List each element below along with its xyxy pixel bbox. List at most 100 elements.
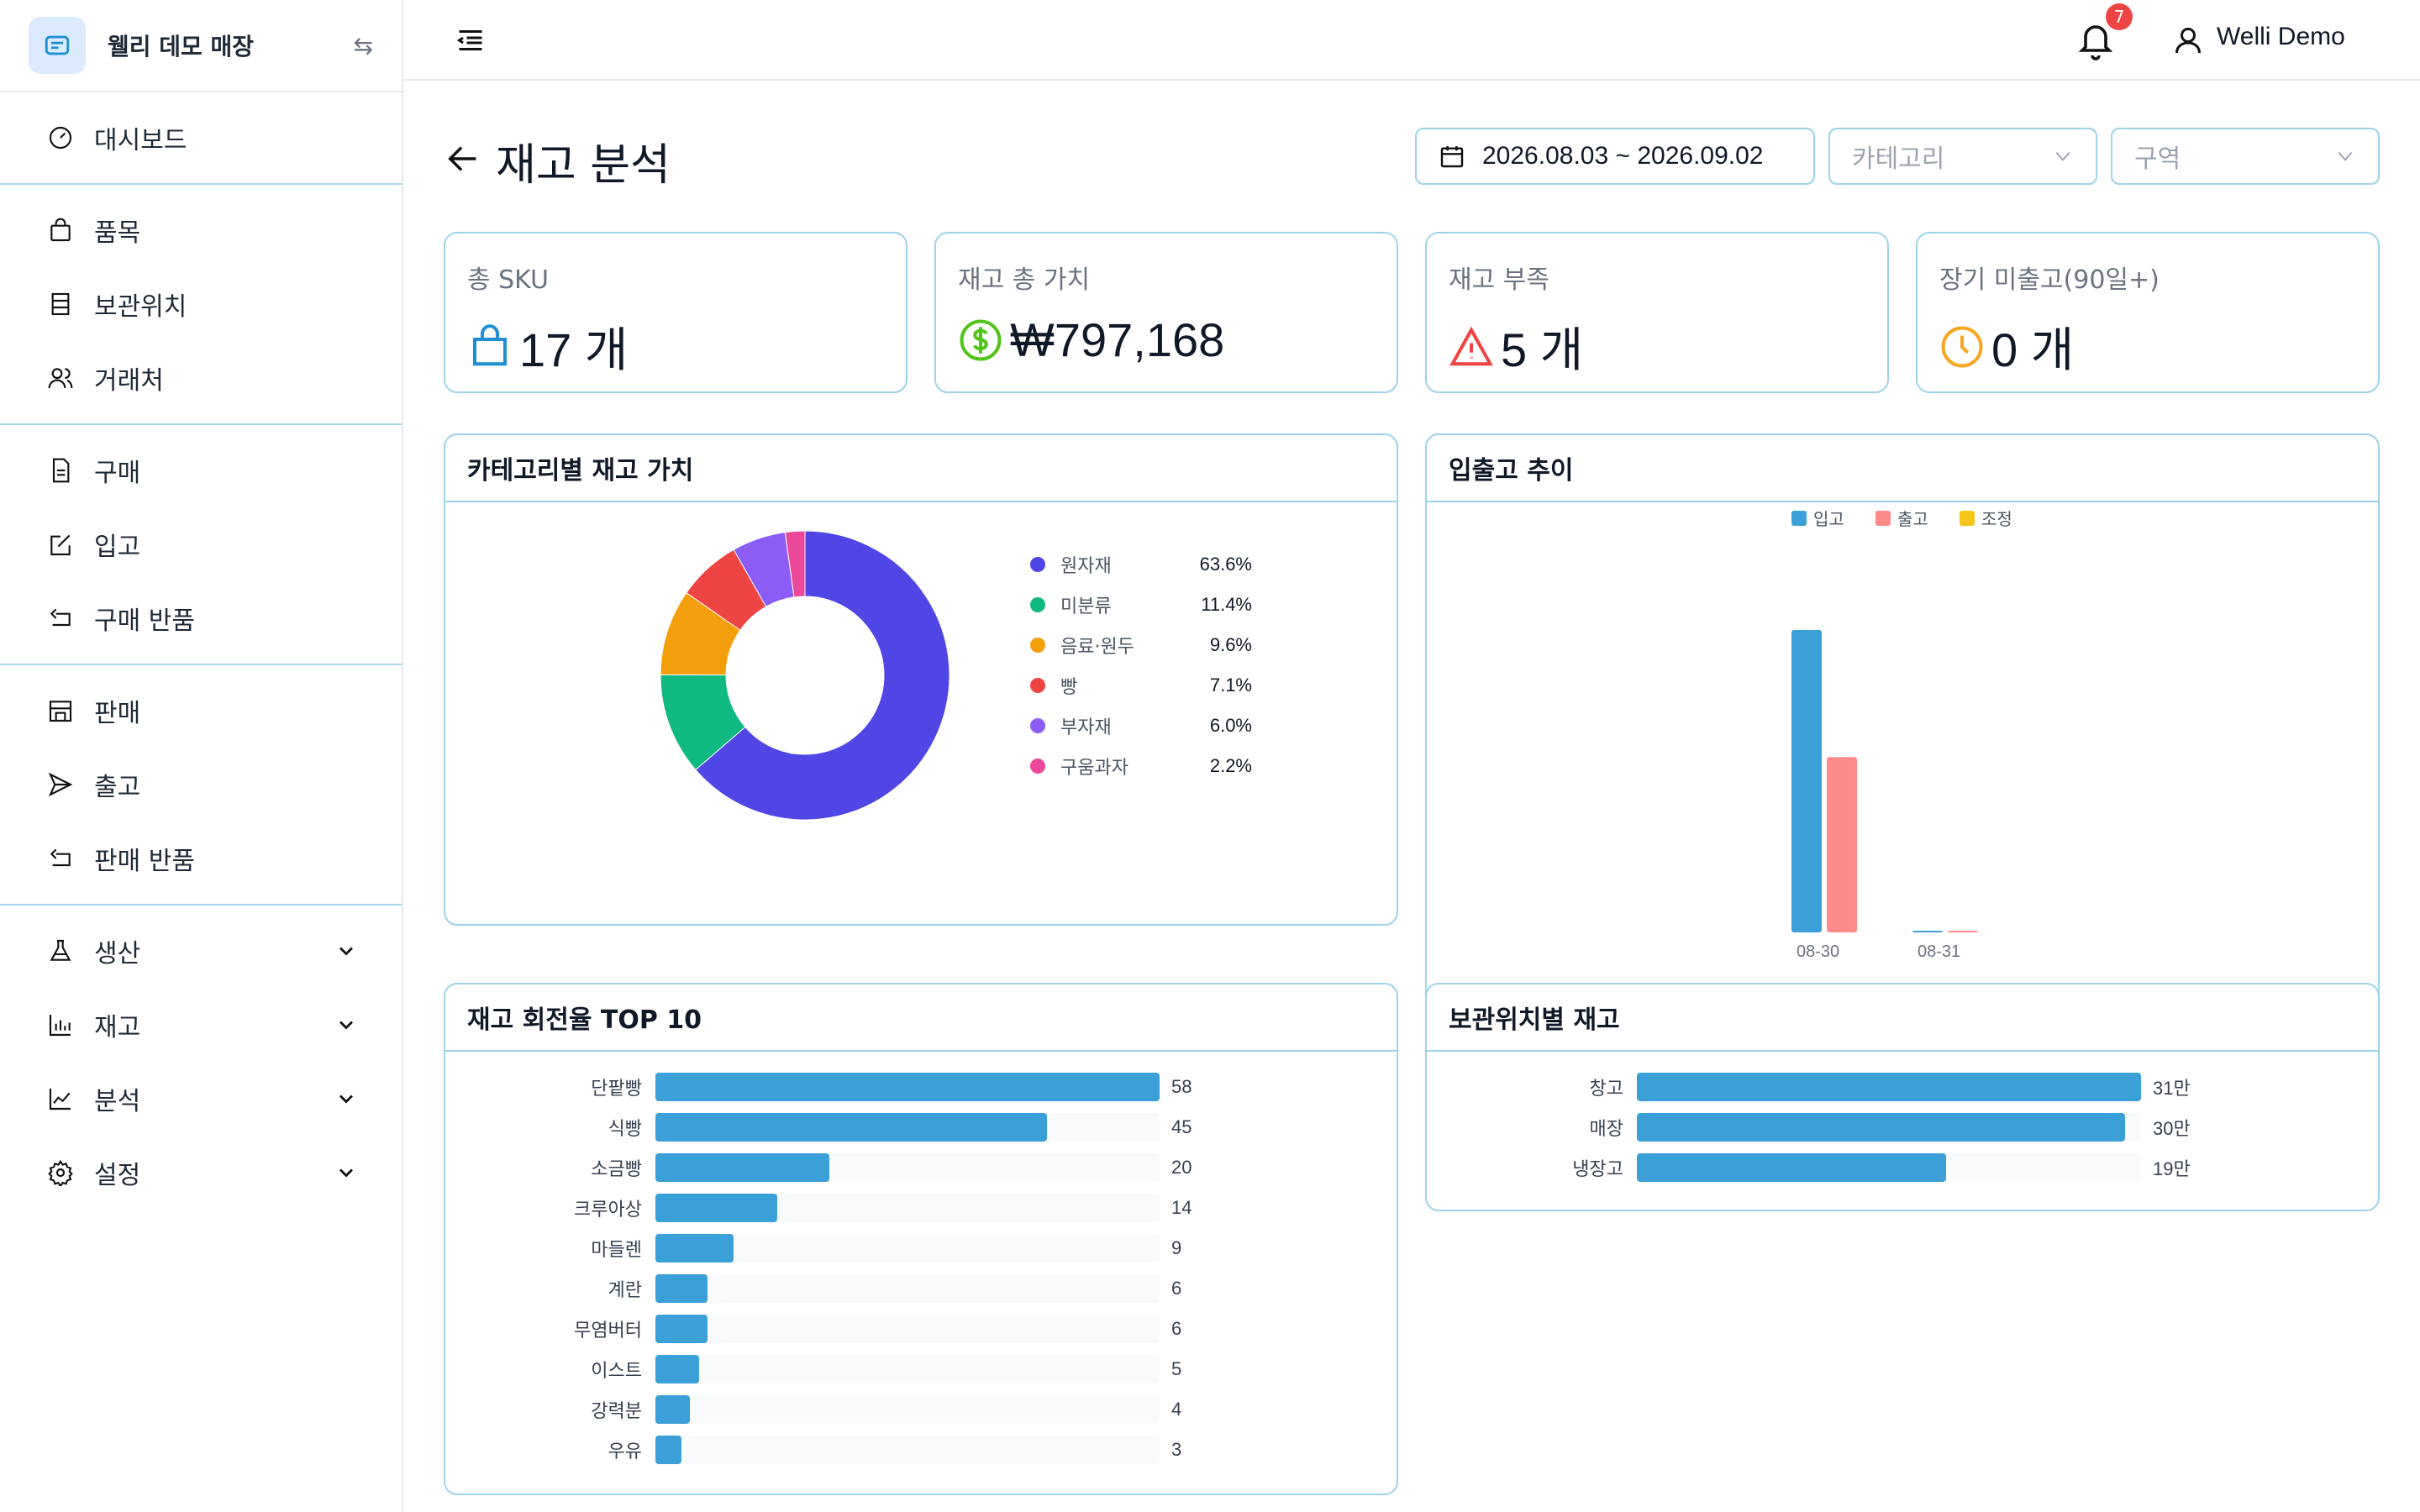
bar-row[interactable]: 소금빵 20 bbox=[445, 1152, 1192, 1183]
trend-bar[interactable] bbox=[1912, 931, 1943, 932]
legend-item[interactable]: 원자재 63.6% bbox=[1030, 551, 1252, 578]
location-stock-panel: 보관위치별 재고 창고 31만 매장 30만 냉장고 19만 bbox=[1425, 983, 2380, 1211]
trend-bar[interactable] bbox=[1827, 757, 1857, 932]
nav-partners[interactable]: 거래처 bbox=[0, 341, 402, 415]
nav-dashboard-label: 대시보드 bbox=[94, 126, 187, 155]
bar-chart-icon bbox=[47, 1011, 74, 1038]
bar-track bbox=[655, 1113, 1160, 1142]
chevron-down-icon[interactable] bbox=[334, 1013, 358, 1037]
legend-item[interactable]: 구움과자 2.2% bbox=[1030, 753, 1252, 780]
kpi-total-sku: 총 SKU 17 개 bbox=[444, 232, 908, 393]
bar-row[interactable]: 이스트 5 bbox=[445, 1354, 1181, 1384]
legend-item[interactable]: 출고 bbox=[1876, 506, 1928, 530]
nav-purchase-return-label: 구매 반품 bbox=[94, 606, 195, 636]
store-name: 웰리 데모 매장 bbox=[108, 33, 255, 60]
nav-inbound[interactable]: 입고 bbox=[0, 507, 402, 581]
nav-outbound[interactable]: 출고 bbox=[0, 748, 402, 822]
user-icon[interactable] bbox=[2173, 25, 2203, 55]
legend-percent: 11.4% bbox=[1201, 594, 1252, 615]
nav-purchase[interactable]: 구매 bbox=[0, 433, 402, 507]
bar-fill bbox=[1637, 1073, 2141, 1101]
legend-item[interactable]: 미분류 11.4% bbox=[1030, 591, 1252, 618]
store-switcher[interactable]: 웰리 데모 매장 ⇆ bbox=[0, 0, 402, 92]
trend-bar[interactable] bbox=[1791, 630, 1822, 932]
bar-row[interactable]: 식빵 45 bbox=[445, 1112, 1192, 1142]
chevron-down-icon[interactable] bbox=[334, 939, 358, 963]
nav-dashboard[interactable]: 대시보드 bbox=[0, 101, 402, 175]
edit-box-icon bbox=[47, 531, 74, 558]
menu-collapse-icon[interactable] bbox=[455, 25, 486, 55]
back-arrow-icon[interactable] bbox=[444, 139, 482, 178]
trend-bar[interactable] bbox=[1948, 931, 1978, 932]
bar-row[interactable]: 무염버터 6 bbox=[445, 1314, 1181, 1344]
bar-label: 무염버터 bbox=[574, 1320, 642, 1341]
bell-icon[interactable] bbox=[2075, 18, 2116, 62]
bar-row[interactable]: 마들렌 9 bbox=[445, 1233, 1181, 1263]
nav-inventory[interactable]: 재고 bbox=[0, 988, 402, 1062]
date-range-picker[interactable]: 2026.08.03 ~ 2026.09.02 bbox=[1415, 128, 1815, 185]
category-placeholder: 카테고리 bbox=[1852, 144, 1945, 174]
legend-item[interactable]: 부자재 6.0% bbox=[1030, 712, 1252, 739]
nav-locations[interactable]: 보관위치 bbox=[0, 267, 402, 341]
bar-label: 마들렌 bbox=[591, 1240, 642, 1261]
bar-row[interactable]: 우유 3 bbox=[445, 1435, 1181, 1465]
bar-value: 19만 bbox=[2153, 1158, 2191, 1179]
legend-swatch bbox=[1960, 510, 1975, 526]
dollar-icon bbox=[960, 318, 1002, 361]
date-range-value: 2026.08.03 ~ 2026.09.02 bbox=[1482, 142, 1764, 170]
nav-purchase-return[interactable]: 구매 반품 bbox=[0, 581, 402, 655]
kpi-low-stock: 재고 부족 5 개 bbox=[1425, 232, 1889, 393]
legend-label: 출고 bbox=[1897, 509, 1928, 529]
bar-fill bbox=[655, 1355, 699, 1383]
legend-percent: 9.6% bbox=[1209, 634, 1252, 655]
bar-row[interactable]: 창고 31만 bbox=[1427, 1072, 2191, 1102]
kpi-inventory-value: 재고 총 가치 ₩797,168 bbox=[934, 232, 1398, 393]
chevron-down-icon[interactable] bbox=[334, 1087, 358, 1110]
turnover-top10-panel: 재고 회전율 TOP 10 단팥빵 58 식빵 45 소금빵 20 크루아상 14 마들렌 9 계란… bbox=[444, 983, 1398, 1495]
main-content: 재고 분석 2026.08.03 ~ 2026.09.02 카테고리 구역 총 … bbox=[403, 81, 2420, 1512]
bar-row[interactable]: 단팥빵 58 bbox=[445, 1072, 1192, 1102]
legend-item[interactable]: 입고 bbox=[1791, 506, 1844, 530]
legend-item[interactable]: 음료·원두 9.6% bbox=[1030, 632, 1252, 659]
bar-label: 크루아상 bbox=[574, 1200, 642, 1221]
bar-fill bbox=[655, 1315, 708, 1343]
nav-sales[interactable]: 판매 bbox=[0, 674, 402, 748]
legend-label: 빵 bbox=[1060, 677, 1078, 698]
legend-item[interactable]: 빵 7.1% bbox=[1030, 672, 1252, 699]
chevron-down-icon[interactable] bbox=[334, 1161, 358, 1184]
legend-item[interactable]: 조정 bbox=[1960, 506, 2012, 530]
bar-row[interactable]: 냉장고 19만 bbox=[1427, 1152, 2191, 1183]
nav-items[interactable]: 품목 bbox=[0, 193, 402, 267]
donut-slice[interactable] bbox=[784, 530, 806, 598]
notification-badge: 7 bbox=[2106, 3, 2133, 30]
bar-fill bbox=[655, 1395, 691, 1424]
bar-row[interactable]: 계란 6 bbox=[445, 1273, 1181, 1304]
bar-fill bbox=[655, 1113, 1047, 1142]
swap-icon[interactable]: ⇆ bbox=[353, 31, 373, 60]
legend-dot bbox=[1030, 557, 1045, 572]
nav-sales-return[interactable]: 판매 반품 bbox=[0, 822, 402, 895]
bar-track bbox=[655, 1315, 1160, 1343]
bar-row[interactable]: 매장 30만 bbox=[1427, 1112, 2191, 1142]
category-value-panel: 카테고리별 재고 가치 원자재 63.6% 미분류 11.4% 음료·원두 9.6% 빵 7.… bbox=[444, 433, 1398, 926]
nav-settings[interactable]: 설정 bbox=[0, 1136, 402, 1210]
top-header: 7 Welli Demo bbox=[403, 0, 2420, 81]
legend-dot bbox=[1030, 678, 1045, 693]
zone-select[interactable]: 구역 bbox=[2111, 128, 2380, 185]
nav-analysis[interactable]: 분석 bbox=[0, 1062, 402, 1136]
bar-value: 58 bbox=[1171, 1076, 1192, 1097]
bar-label: 소금빵 bbox=[591, 1159, 642, 1180]
nav-production[interactable]: 생산 bbox=[0, 914, 402, 988]
bag-icon bbox=[472, 323, 508, 365]
kpi-long-unshipped: 장기 미출고(90일+) 0 개 bbox=[1916, 232, 2380, 393]
chevron-down-icon bbox=[2338, 152, 2353, 161]
bar-row[interactable]: 크루아상 14 bbox=[445, 1193, 1192, 1223]
nav-analysis-label: 분석 bbox=[94, 1087, 141, 1116]
user-name[interactable]: Welli Demo bbox=[2217, 23, 2345, 50]
legend-dot bbox=[1030, 597, 1045, 612]
kpi-label: 장기 미출고(90일+) bbox=[1939, 265, 2160, 295]
panel-title: 재고 회전율 TOP 10 bbox=[445, 984, 1397, 1052]
bar-row[interactable]: 강력분 4 bbox=[445, 1394, 1181, 1425]
category-select[interactable]: 카테고리 bbox=[1828, 128, 2097, 185]
donut-slice[interactable] bbox=[695, 530, 950, 821]
